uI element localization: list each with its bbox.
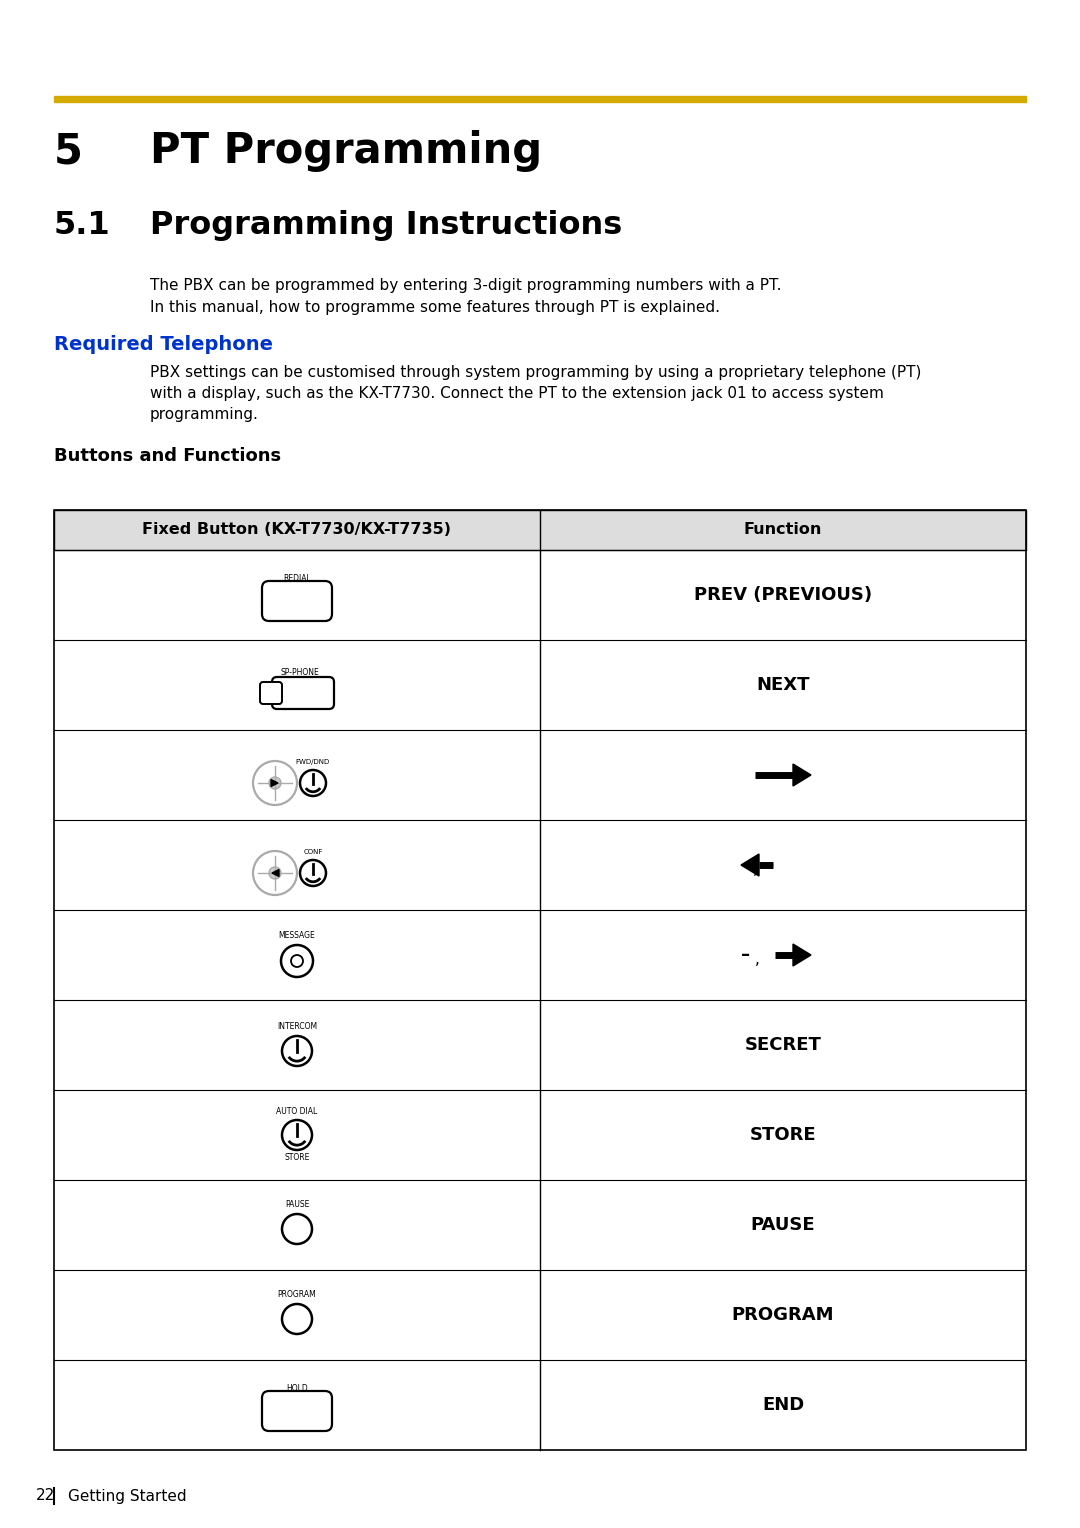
Text: SECRET: SECRET <box>744 1036 822 1054</box>
Circle shape <box>291 955 303 967</box>
Text: PROGRAM: PROGRAM <box>732 1306 834 1323</box>
Text: CONF: CONF <box>303 850 323 856</box>
Text: ,: , <box>755 952 760 967</box>
FancyBboxPatch shape <box>260 681 282 704</box>
Text: AUTO DIAL: AUTO DIAL <box>276 1106 318 1115</box>
Text: The PBX can be programmed by entering 3-digit programming numbers with a PT.: The PBX can be programmed by entering 3-… <box>150 278 782 293</box>
Bar <box>54 510 1026 550</box>
Circle shape <box>269 778 281 788</box>
Bar <box>54 96 1026 102</box>
Text: In this manual, how to programme some features through PT is explained.: In this manual, how to programme some fe… <box>150 299 720 315</box>
Text: FWD/DND: FWD/DND <box>296 759 330 766</box>
Polygon shape <box>793 944 811 966</box>
FancyBboxPatch shape <box>262 1390 332 1432</box>
Text: ,: , <box>753 862 758 877</box>
Text: Buttons and Functions: Buttons and Functions <box>54 448 281 465</box>
Text: STORE: STORE <box>284 1154 310 1161</box>
Text: Fixed Button (KX-T7730/KX-T7735): Fixed Button (KX-T7730/KX-T7735) <box>143 523 451 538</box>
Text: SP-PHONE: SP-PHONE <box>281 668 320 677</box>
Text: PREV (PREVIOUS): PREV (PREVIOUS) <box>694 587 872 604</box>
Text: PAUSE: PAUSE <box>751 1216 815 1235</box>
Text: HOLD: HOLD <box>286 1384 308 1394</box>
Text: 5.1: 5.1 <box>54 209 111 241</box>
Polygon shape <box>793 764 811 785</box>
Text: NEXT: NEXT <box>756 675 810 694</box>
Text: PBX settings can be customised through system programming by using a proprietary: PBX settings can be customised through s… <box>150 365 921 380</box>
Text: REDIAL: REDIAL <box>283 575 311 584</box>
Text: Function: Function <box>744 523 822 538</box>
Text: 22: 22 <box>36 1488 55 1504</box>
Polygon shape <box>741 854 759 876</box>
Text: Programming Instructions: Programming Instructions <box>150 209 622 241</box>
Text: MESSAGE: MESSAGE <box>279 931 315 940</box>
Bar <box>54 510 1026 1450</box>
Text: INTERCOM: INTERCOM <box>276 1022 318 1031</box>
Text: STORE: STORE <box>750 1126 816 1144</box>
FancyBboxPatch shape <box>262 581 332 620</box>
FancyBboxPatch shape <box>272 677 334 709</box>
Text: PT Programming: PT Programming <box>150 130 542 173</box>
Text: 5: 5 <box>54 130 83 173</box>
Polygon shape <box>272 869 279 877</box>
Text: PROGRAM: PROGRAM <box>278 1290 316 1299</box>
Polygon shape <box>271 779 278 787</box>
Text: Required Telephone: Required Telephone <box>54 335 273 354</box>
Text: END: END <box>761 1397 805 1413</box>
Text: Getting Started: Getting Started <box>68 1488 187 1504</box>
Text: PAUSE: PAUSE <box>285 1199 309 1209</box>
Text: with a display, such as the KX-T7730. Connect the PT to the extension jack 01 to: with a display, such as the KX-T7730. Co… <box>150 387 883 400</box>
Circle shape <box>269 866 281 879</box>
Text: –: – <box>765 856 774 874</box>
Text: programming.: programming. <box>150 406 259 422</box>
Text: –: – <box>741 946 751 964</box>
Bar <box>54 510 1026 550</box>
